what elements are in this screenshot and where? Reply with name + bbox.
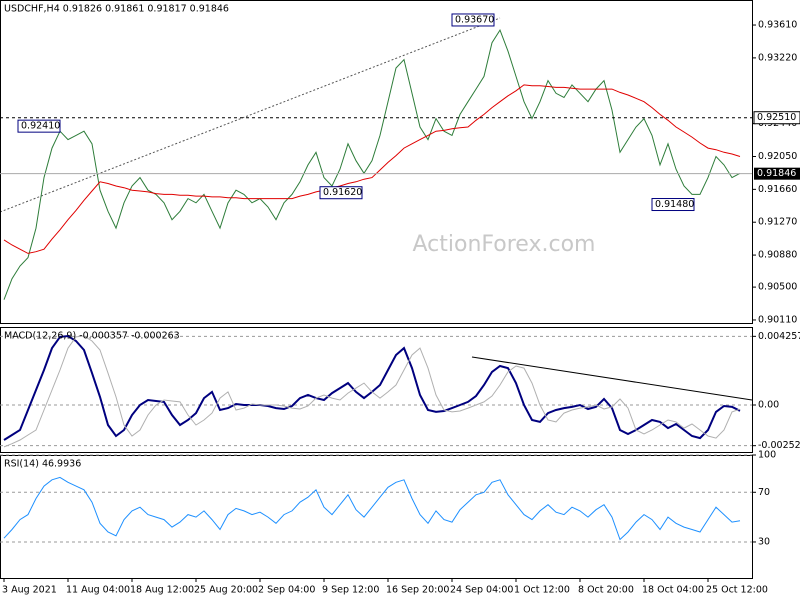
- annotation-label: 0.91480: [655, 199, 694, 210]
- x-tick-label: 3 Aug 2021: [2, 585, 57, 596]
- panel-title: RSI(14) 46.9936: [4, 459, 81, 470]
- x-tick-label: 9 Sep 12:00: [322, 585, 379, 596]
- y-tick-label: 100: [758, 450, 776, 461]
- y-tick-label: 70: [758, 487, 770, 498]
- annotation-box: [651, 198, 695, 212]
- series-line: [3, 335, 741, 448]
- y-tick-label: 0.90110: [758, 314, 797, 325]
- x-tick-label: 18 Oct 04:00: [642, 585, 704, 596]
- annotation-box: [17, 119, 61, 133]
- x-tick-label: 18 Aug 12:00: [130, 585, 194, 596]
- annotation-label: 0.92410: [21, 121, 60, 132]
- x-tick-label: 8 Oct 20:00: [578, 585, 634, 596]
- level-label-box: [753, 111, 800, 125]
- panel-title: MACD(12,26,9) -0.000357 -0.000263: [4, 331, 180, 342]
- x-tick-label: 1 Oct 12:00: [514, 585, 570, 596]
- annotation-label: 0.91620: [323, 187, 362, 198]
- x-tick-label: 16 Sep 20:00: [386, 585, 449, 596]
- x-tick-label: 11 Aug 04:00: [66, 585, 130, 596]
- trend-line: [0, 17, 501, 213]
- y-tick-label: 0.93220: [758, 52, 797, 63]
- y-tick-label: 0.93610: [758, 20, 797, 31]
- level-label: 0.92510: [757, 112, 796, 123]
- x-tick-label: 2 Sep 04:00: [258, 585, 315, 596]
- panel-frame: [0, 455, 753, 579]
- x-tick-label: 25 Oct 12:00: [706, 585, 768, 596]
- y-tick-label: 0.90500: [758, 282, 797, 293]
- y-tick-label: 0.00: [758, 400, 779, 411]
- panel-title: USDCHF,H4 0.91826 0.91861 0.91817 0.9184…: [4, 4, 229, 15]
- macd-trend-line: [471, 356, 753, 401]
- y-tick-label: 0.004257: [758, 331, 800, 342]
- x-tick-label: 24 Sep 04:00: [450, 585, 513, 596]
- y-tick-label: 0.90880: [758, 250, 797, 261]
- last-price-box: [754, 167, 800, 180]
- annotation-label: 0.93670: [455, 14, 494, 25]
- panel-frame: [0, 0, 753, 324]
- series-line: [3, 476, 741, 541]
- x-tick-label: 25 Aug 20:00: [194, 585, 258, 596]
- y-tick-label: 0.92050: [758, 151, 797, 162]
- y-tick-label: 0.91660: [758, 184, 797, 195]
- annotation-box: [319, 186, 363, 200]
- panel-frame: [0, 327, 753, 453]
- y-tick-label: 0.91270: [758, 217, 797, 228]
- series-line: [3, 28, 741, 300]
- watermark: ActionForex.com: [413, 232, 596, 257]
- y-tick-label: 30: [758, 536, 770, 547]
- annotation-box: [451, 13, 495, 27]
- series-line: [3, 84, 741, 254]
- last-price-label: 0.91846: [757, 168, 796, 179]
- y-tick-label: -0.002522: [758, 440, 800, 451]
